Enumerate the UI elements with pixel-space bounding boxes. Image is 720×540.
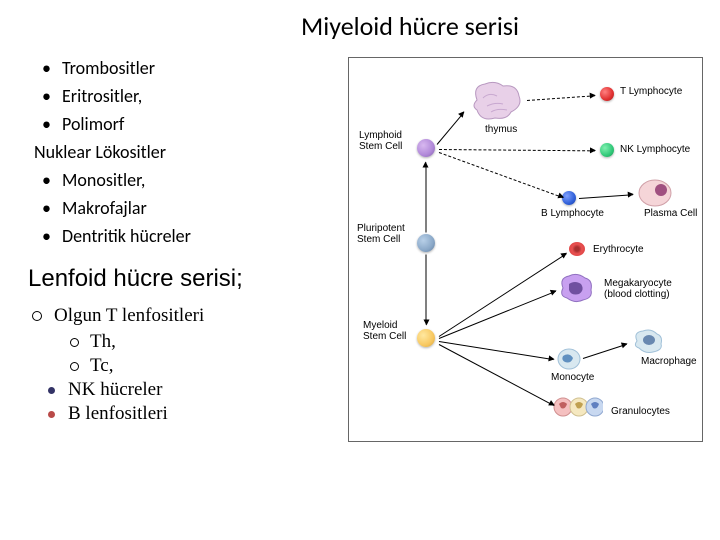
myeloid-label: MyeloidStem Cell — [363, 320, 406, 342]
bullet-item: Polimorf — [42, 113, 340, 135]
arrow-icon — [426, 163, 427, 233]
list-item-nk: NK hücreler — [48, 379, 340, 401]
arrow-icon — [437, 112, 465, 145]
dot-list: NK hücreler B lenfositleri — [28, 379, 340, 425]
arrow-icon — [439, 344, 554, 406]
macrophage-label: Macrophage — [641, 356, 697, 367]
slide-title: Miyeloid hücre serisi — [0, 0, 720, 42]
sub-list: Th, Tc, — [28, 331, 340, 377]
dashed-arrow-icon — [439, 149, 595, 151]
pluripotent-label: PluripotentStem Cell — [357, 223, 405, 245]
arrow-icon — [439, 341, 554, 360]
list-item-tc: Tc, — [70, 355, 340, 377]
content-row: Trombositler Eritrositler, Polimorf Nukl… — [0, 42, 720, 442]
granulocytes-icon — [553, 394, 603, 420]
bullet-item: Monositler, — [42, 169, 340, 191]
arrow-icon — [579, 194, 633, 199]
dashed-arrow-icon — [527, 95, 595, 101]
t-lymphocyte-icon — [600, 87, 614, 101]
section-title-2: Lenfoid hücre serisi; — [28, 265, 340, 293]
granulocytes-label: Granulocytes — [611, 406, 670, 417]
megakaryocyte-label: Megakaryocyte(blood clotting) — [604, 278, 672, 300]
pluripotent-stem-cell-icon — [417, 234, 435, 252]
list-item-olgun: Olgun T lenfositleri — [32, 305, 340, 327]
lymphoid-stem-label: LymphoidStem Cell — [359, 130, 402, 152]
monocyte-icon — [557, 348, 581, 370]
list-item-th: Th, — [70, 331, 340, 353]
bullet-item: Dentritik hücreler — [42, 225, 340, 247]
erythrocyte-icon — [569, 242, 585, 256]
thymus-icon — [467, 78, 525, 122]
macrophage-icon — [631, 326, 665, 356]
dashed-arrow-icon — [439, 152, 563, 198]
left-column: Trombositler Eritrositler, Polimorf Nukl… — [10, 57, 340, 442]
b-lymphocyte-icon — [562, 191, 576, 205]
arrow-icon — [426, 255, 427, 325]
bullet-list-2: Monositler, Makrofajlar Dentritik hücrel… — [28, 169, 340, 247]
thymus-label: thymus — [485, 124, 517, 135]
bullet-item: Eritrositler, — [42, 85, 340, 107]
myeloid-stem-cell-icon — [417, 329, 435, 347]
plasma-cell-icon — [637, 178, 673, 208]
lymphoid-list: Olgun T lenfositleri — [28, 305, 340, 327]
continuation-line: Nuklear Lökositler — [28, 141, 340, 163]
bullet-list-1: Trombositler Eritrositler, Polimorf — [28, 57, 340, 135]
bullet-item: Trombositler — [42, 57, 340, 79]
arrow-icon — [583, 344, 627, 359]
monocyte-label: Monocyte — [551, 372, 594, 383]
list-item-b: B lenfositleri — [48, 403, 340, 425]
lymphoid-stem-cell-icon — [417, 139, 435, 157]
erythrocyte-label: Erythrocyte — [593, 244, 644, 255]
plasma-cell-label: Plasma Cell — [644, 208, 697, 219]
nk-lymphocyte-label: NK Lymphocyte — [620, 144, 690, 155]
hematopoiesis-diagram: thymus LymphoidStem Cell PluripotentStem… — [348, 57, 703, 442]
b-lymphocyte-label: B Lymphocyte — [541, 208, 604, 219]
nk-lymphocyte-icon — [600, 143, 614, 157]
megakaryocyte-icon — [555, 270, 595, 306]
t-lymphocyte-label: T Lymphocyte — [620, 86, 682, 97]
bullet-item: Makrofajlar — [42, 197, 340, 219]
